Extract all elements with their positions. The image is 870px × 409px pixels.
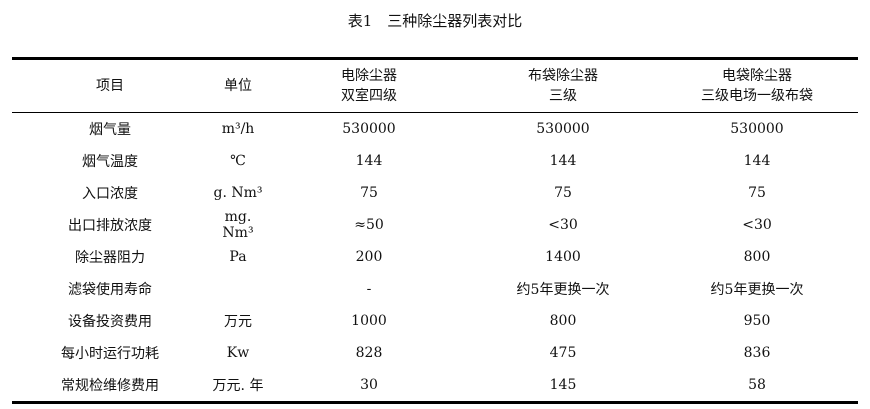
- table-cell: <30: [742, 217, 772, 233]
- table-cell: 万元. 年: [212, 378, 264, 394]
- table-cell: 滤袋使用寿命: [68, 282, 152, 298]
- table-cell: [208, 273, 268, 305]
- table-row: 出口排放浓度 mg. Nm³ ≈50 <30 <30: [12, 209, 858, 241]
- table-cell: 75: [554, 185, 572, 201]
- table-cell: 836: [743, 345, 771, 361]
- table-cell: 475: [549, 345, 577, 361]
- table-cell: 800: [549, 313, 577, 329]
- table-cell: 144: [743, 153, 771, 169]
- table-cell: 75: [748, 185, 766, 201]
- header-line: 双室四级: [341, 88, 397, 104]
- table-cell: g. Nm³: [213, 185, 263, 201]
- comparison-table: 项目 单位 电除尘器 双室四级 布袋除尘器 三级 电袋除尘器 三级电场一级布袋 烟气量 m³/h…: [12, 57, 858, 404]
- table-cell: Pa: [229, 249, 247, 265]
- table-cell: 烟气温度: [82, 154, 138, 170]
- column-header: 电袋除尘器三级电场一级布袋: [656, 59, 858, 113]
- table-cell: 入口浓度: [82, 186, 138, 202]
- table-row: 设备投资费用 万元 1000 800 950: [12, 305, 858, 337]
- table-cell: -: [366, 281, 372, 297]
- table-cell: 1400: [545, 249, 581, 265]
- column-header: 项目: [12, 59, 208, 113]
- header-line: 电除尘器: [341, 68, 397, 84]
- table-cell: ≈50: [354, 217, 384, 233]
- table-row: 常规检维修费用 万元. 年 30 145 58: [12, 369, 858, 403]
- table-cell: m³/h: [221, 121, 255, 137]
- table-cell: 530000: [342, 121, 396, 137]
- column-header: 布袋除尘器 三级: [470, 59, 656, 113]
- table-cell: 烟气量: [89, 122, 131, 138]
- table-cell: 800: [743, 249, 771, 265]
- header-row: 项目 单位 电除尘器 双室四级 布袋除尘器 三级 电袋除尘器 三级电场一级布袋: [12, 58, 858, 113]
- header-line: 三级: [549, 88, 577, 104]
- table-cell: 约5年更换一次: [710, 282, 804, 298]
- table-cell: 约5年更换一次: [516, 282, 610, 298]
- table-cell: 每小时运行功耗: [61, 346, 159, 362]
- table-cell: mg. Nm³: [222, 209, 254, 241]
- table-cell: 145: [549, 377, 577, 393]
- table-cell: 58: [748, 377, 766, 393]
- table-row: 烟气量 m³/h 530000 530000 530000: [12, 113, 858, 146]
- table-row: 除尘器阻力 Pa 200 1400 800: [12, 241, 858, 273]
- table-cell: 除尘器阻力: [75, 250, 145, 266]
- table-cell: 144: [549, 153, 577, 169]
- table-cell: Kw: [226, 345, 250, 361]
- table-cell: 530000: [536, 121, 590, 137]
- table-cell: ℃: [230, 153, 246, 169]
- table-cell: 200: [355, 249, 383, 265]
- table-row: 每小时运行功耗 Kw 828 475 836: [12, 337, 858, 369]
- table-cell: 常规检维修费用: [61, 378, 159, 394]
- header-line: 三级电场一级布袋: [701, 88, 813, 104]
- table-cell: 828: [355, 345, 383, 361]
- table-cell: 30: [360, 377, 378, 393]
- table-cell: 出口排放浓度: [68, 218, 152, 234]
- table-cell: 1000: [351, 313, 387, 329]
- table-cell: 设备投资费用: [68, 314, 152, 330]
- table-row: 入口浓度 g. Nm³ 75 75 75: [12, 177, 858, 209]
- table-cell: 144: [355, 153, 383, 169]
- table-row: 烟气温度 ℃ 144 144 144: [12, 145, 858, 177]
- table-cell: <30: [548, 217, 578, 233]
- table-cell: 75: [360, 185, 378, 201]
- table-cell: 万元: [224, 314, 252, 330]
- table-cell: 530000: [730, 121, 784, 137]
- header-line: 电袋除尘器: [722, 68, 792, 84]
- column-header: 电除尘器 双室四级: [268, 59, 470, 113]
- table-row: 滤袋使用寿命 - 约5年更换一次 约5年更换一次: [12, 273, 858, 305]
- header-line: 单位: [224, 78, 252, 94]
- column-header: 单位: [208, 59, 268, 113]
- header-line: 项目: [96, 78, 124, 94]
- table-cell: 950: [743, 313, 771, 329]
- table-title: 表1 三种除尘器列表对比: [347, 12, 523, 30]
- header-line: 布袋除尘器: [528, 68, 598, 84]
